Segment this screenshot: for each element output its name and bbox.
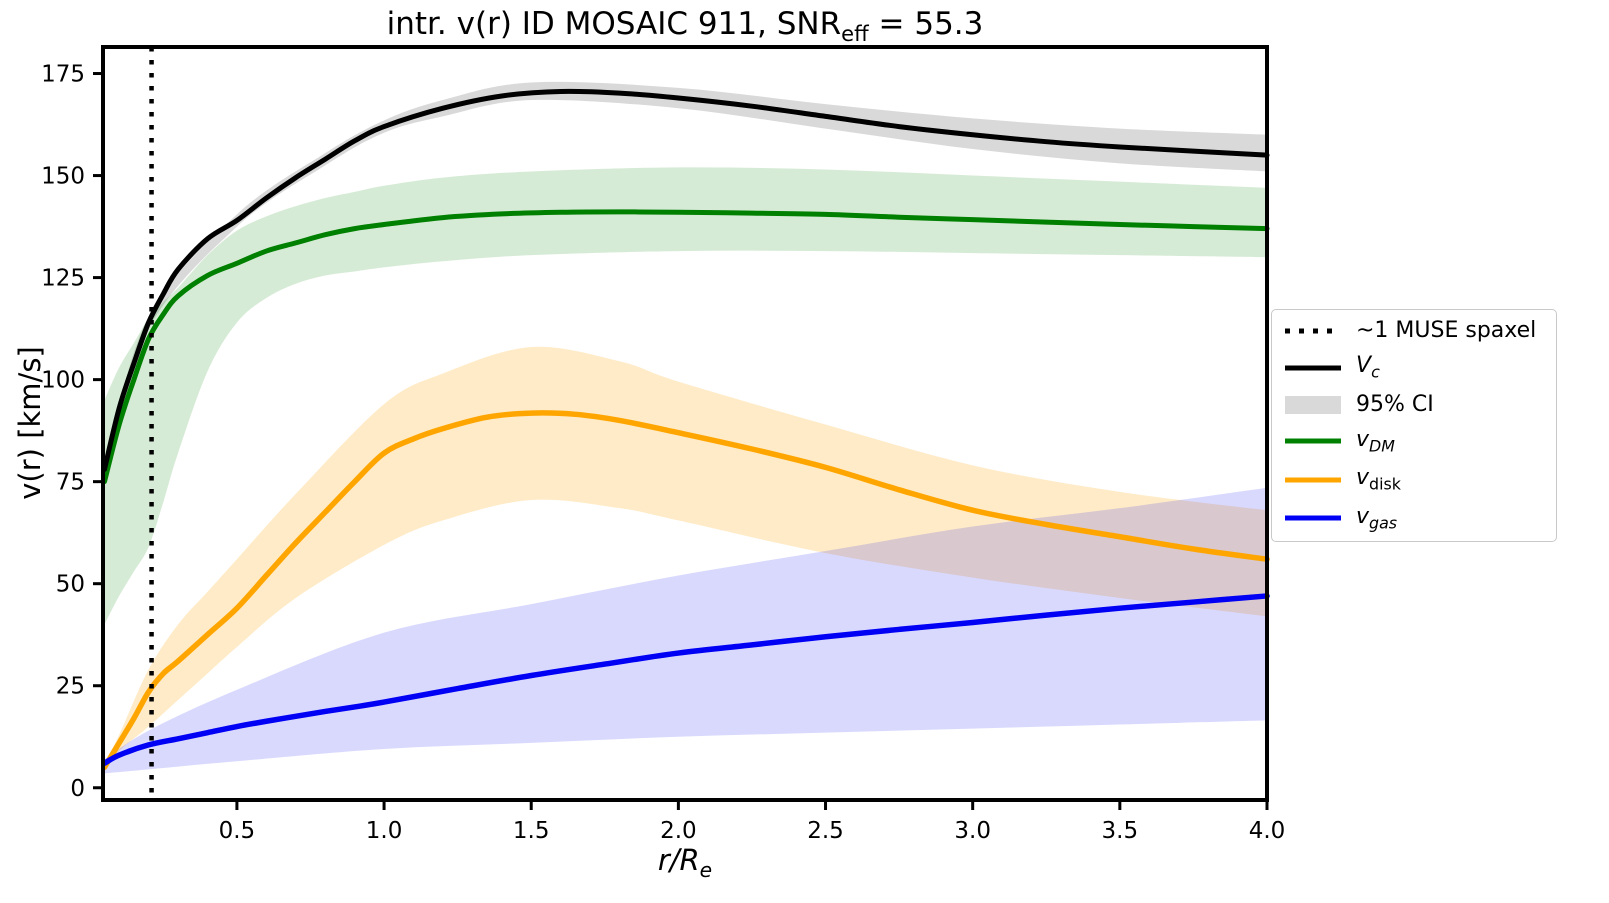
x-tick-label: 0.5 <box>219 818 256 844</box>
x-tick-label: 3.5 <box>1102 818 1139 844</box>
y-tick-label: 75 <box>56 470 85 496</box>
x-axis-label: r/Re <box>103 843 1267 882</box>
x-tick-label: 2.5 <box>807 818 844 844</box>
x-tick-label: 1.5 <box>513 818 550 844</box>
axes-spines <box>101 45 1269 802</box>
legend-item-vgas: vgas <box>1284 503 1544 533</box>
x-axis-label-subscript: e <box>699 857 713 882</box>
y-tick-label: 125 <box>41 266 85 292</box>
x-tick-label: 3.0 <box>954 818 991 844</box>
y-tick-label: 150 <box>41 164 85 190</box>
y-axis-label: v(r) [km/s] <box>13 346 47 500</box>
chart-title: intr. v(r) ID MOSAIC 911, SNReff = 55.3 <box>103 6 1267 46</box>
legend-label-vgas: vgas <box>1356 503 1398 533</box>
vdm-curve <box>101 209 1270 485</box>
vdisk-curve <box>101 410 1270 771</box>
legend-label-ci95: 95% CI <box>1356 391 1434 417</box>
x-tick-label: 1.0 <box>366 818 403 844</box>
legend-swatch-vdm-line-icon <box>1284 430 1342 452</box>
legend-swatch-vc-line-icon <box>1284 357 1342 379</box>
legend-swatch-vdisk-line-icon <box>1284 469 1342 491</box>
legend-item-muse-spaxel: ~1 MUSE spaxel <box>1284 320 1544 342</box>
legend-swatch-muse-spaxel-dotted-line-icon <box>1284 320 1342 342</box>
y-tick-label: 25 <box>56 674 85 700</box>
legend-swatch-ci95-patch-icon <box>1284 394 1342 416</box>
legend-item-ci95: 95% CI <box>1284 391 1544 417</box>
legend-item-vc: Vc <box>1284 355 1544 380</box>
vc-curve <box>101 88 1270 472</box>
legend: ~1 MUSE spaxel Vc 95% CI vDM vdisk vgas <box>1271 309 1557 542</box>
x-axis-label-main: r/R <box>657 843 700 877</box>
chart-title-text: intr. v(r) ID MOSAIC 911, SNR <box>386 6 842 42</box>
y-tick-label: 100 <box>41 368 85 394</box>
vdm-ci-band <box>104 167 1267 625</box>
legend-label-muse-spaxel: ~1 MUSE spaxel <box>1356 318 1537 343</box>
legend-label-vdisk: vdisk <box>1356 465 1401 494</box>
legend-item-vdisk: vdisk <box>1284 467 1544 492</box>
y-tick-label: 175 <box>41 62 85 88</box>
x-tick-label: 2.0 <box>660 818 697 844</box>
chart-title-subscript: eff <box>841 21 869 47</box>
vgas-curve <box>101 593 1270 767</box>
x-tick-label: 4.0 <box>1249 818 1286 844</box>
legend-item-vdm: vDM <box>1284 426 1544 456</box>
chart-title-suffix: = 55.3 <box>868 6 984 42</box>
legend-label-vdm: vDM <box>1356 426 1395 456</box>
legend-label-vc: Vc <box>1356 353 1380 382</box>
vdisk-ci-band <box>104 346 1267 772</box>
y-tick-label: 0 <box>70 776 85 802</box>
y-tick-label: 50 <box>56 572 85 598</box>
legend-swatch-vgas-line-icon <box>1284 507 1342 529</box>
